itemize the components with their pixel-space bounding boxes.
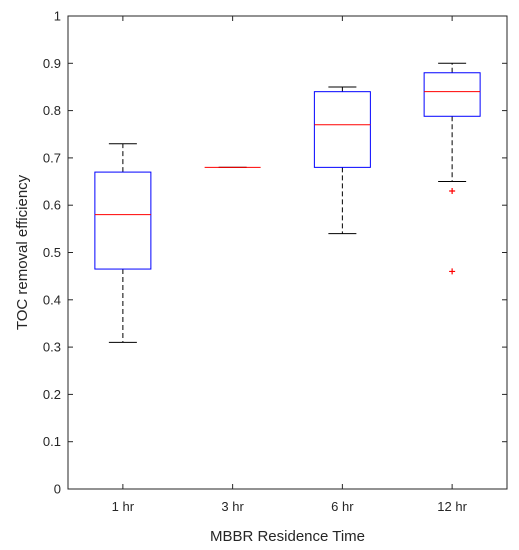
plot-area: [67, 15, 508, 490]
x-tick-label: 6 hr: [331, 499, 354, 514]
y-axis: 0 0.1 0.2 0.3 0.4 0.5 0.6 0.7 0.8 0.9 1: [43, 9, 507, 497]
y-axis-title: TOC removal efficiency: [14, 174, 31, 330]
box-iqr: [94, 171, 152, 270]
y-tick-label: 0.8: [43, 103, 61, 118]
box-group: [313, 86, 371, 235]
x-axis-title: MBBR Residence Time: [210, 528, 365, 545]
y-tick-label: 0.3: [43, 340, 61, 355]
x-tick-label: 1 hr: [112, 499, 135, 514]
y-tick-label: 0.1: [43, 434, 61, 449]
x-tick-label: 12 hr: [437, 499, 467, 514]
box-iqr: [423, 72, 481, 117]
y-tick-label: 0.4: [43, 292, 61, 307]
box-group: [94, 143, 152, 343]
box-group: [423, 62, 481, 275]
y-tick-label: 0.6: [43, 198, 61, 213]
y-tick-label: 0: [54, 482, 61, 497]
y-tick-label: 0.2: [43, 387, 61, 402]
outlier-marker: [449, 268, 456, 275]
y-tick-label: 1: [54, 9, 61, 24]
box-iqr: [313, 91, 371, 168]
boxes-layer: [94, 62, 481, 343]
outlier-marker: [449, 188, 456, 195]
y-tick-label: 0.9: [43, 56, 61, 71]
x-axis: 1 hr 3 hr 6 hr 12 hr: [112, 16, 468, 514]
y-tick-label: 0.5: [43, 245, 61, 260]
x-tick-label: 3 hr: [221, 499, 244, 514]
y-tick-label: 0.7: [43, 150, 61, 165]
